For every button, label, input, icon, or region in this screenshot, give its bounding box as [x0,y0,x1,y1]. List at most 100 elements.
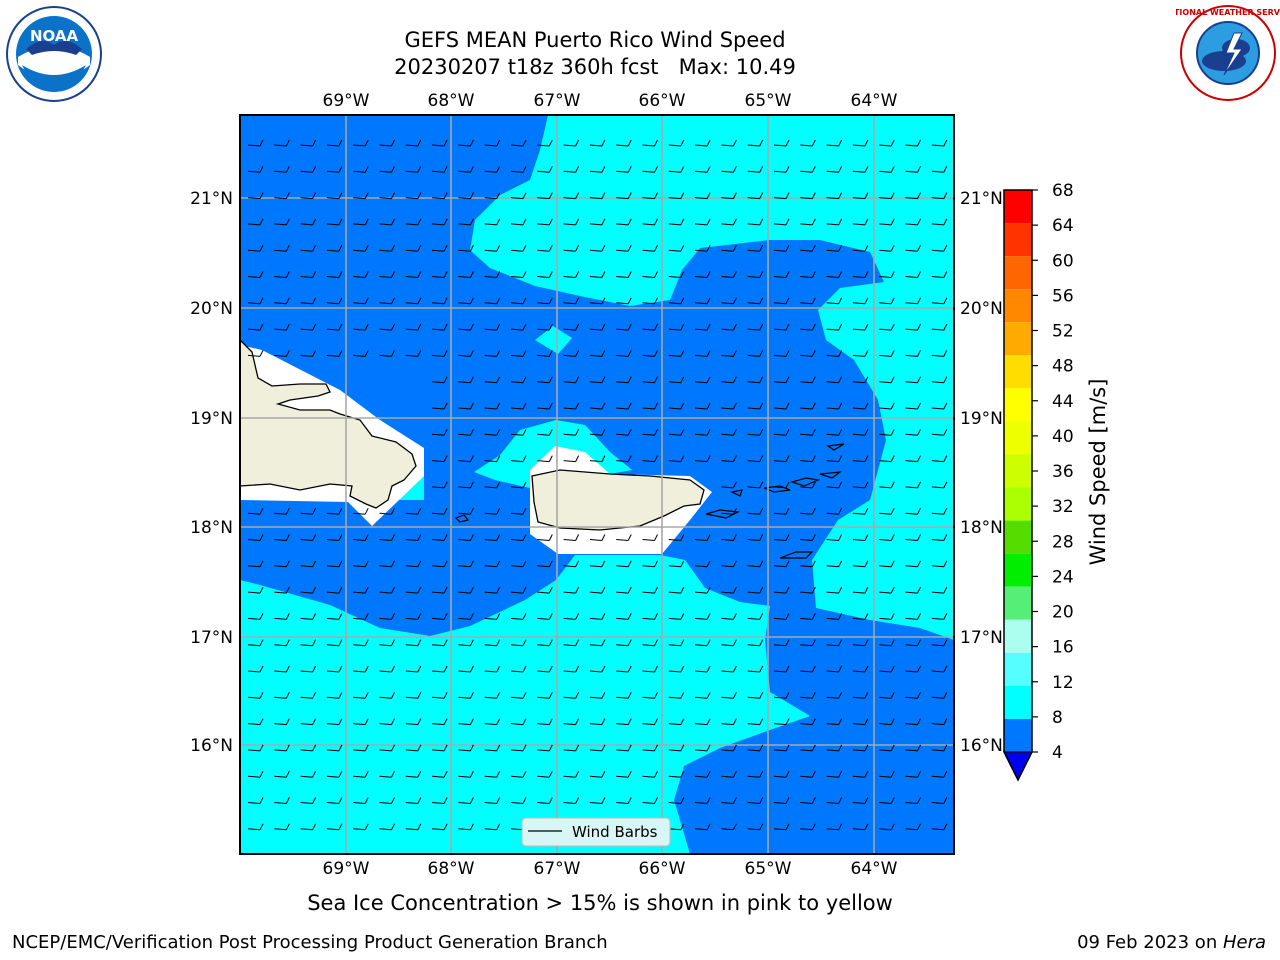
wind-barb [300,507,317,515]
wind-barb [931,560,948,568]
wind-barb [405,166,422,173]
wind-barb [931,323,948,331]
wind-barb [247,823,264,831]
wind-barb [510,770,527,778]
wind-barb [432,297,448,305]
wind-barb [300,797,317,804]
wind-barb [905,192,921,200]
wind-barb [379,770,395,778]
wind-barb [852,244,869,252]
wind-barb [800,770,816,778]
nws-logo-text: NATIONAL WEATHER SERVICE [1176,8,1280,17]
wind-barb [668,402,685,410]
wind-barb [563,560,580,568]
wind-barb [563,192,580,200]
wind-barb [826,323,843,331]
wind-barb [773,192,790,200]
wind-barb [326,507,343,515]
wind-barb [668,718,685,726]
land-puerto-rico [531,469,705,531]
wind-barb [247,534,264,541]
colorbar-segment [1004,289,1032,323]
wind-barb [326,323,343,331]
wind-barb [826,350,843,357]
wind-barb [326,744,343,752]
wind-barb [695,455,711,463]
wind-barb [642,770,658,778]
wind-barb [353,560,369,568]
colorbar-tick-label: 8 [1052,708,1063,728]
wind-barb [826,770,843,778]
wind-barb [642,718,658,726]
wind-barb [668,639,685,647]
wind-barb [616,586,632,594]
wind-barb [668,613,685,620]
colorbar-segment [1004,355,1032,389]
wind-barb [852,560,869,568]
wind-barb [695,244,711,252]
wind-band-8-12-north [470,115,954,640]
colorbar-segment [1004,520,1032,554]
wind-barb [695,271,711,278]
wind-barb [879,218,895,226]
wind-barb [721,481,737,489]
wind-barb [905,718,921,726]
wind-barb [326,192,343,200]
wind-barb [721,560,737,568]
wind-barb [458,639,474,647]
wind-barb [905,481,921,489]
wind-barb [379,560,395,568]
wind-barb [274,350,290,357]
wind-barb [747,639,764,647]
wind-barb [800,376,816,384]
wind-barb [379,639,395,647]
lat-left-label: 18°N [190,518,233,538]
wind-barb [642,218,658,226]
colorbar-segment [1004,454,1032,488]
wind-barb [773,402,790,410]
wind-barb [274,244,290,252]
wind-barb [721,139,737,147]
land-virgin-islands [730,443,845,497]
wind-barb [432,271,448,278]
wind-barb [274,323,290,331]
wind-barb [747,455,764,463]
wind-barb [721,586,737,594]
wind-barb [563,639,580,647]
colorbar-tick-label: 36 [1052,462,1074,482]
wind-barb [537,271,553,278]
wind-barb [405,507,422,515]
wind-barb [879,481,895,489]
wind-barb [642,402,658,410]
wind-barb [695,586,711,594]
lon-bottom-label: 69°W [323,859,370,879]
colorbar-tick-label: 40 [1052,427,1074,447]
wind-barb [484,297,501,305]
wind-barb [458,718,474,726]
wind-barb [484,350,501,357]
wind-barb [458,507,474,515]
wind-barb [721,402,737,410]
wind-barb [247,507,264,515]
wind-barb [589,770,606,778]
colorbar-segment [1004,586,1032,620]
wind-barb [537,244,553,252]
wind-barb [773,639,790,647]
colorbar-segment [1004,487,1032,521]
wind-barb [405,323,422,331]
wind-barb [879,350,895,357]
wind-barb [800,323,816,331]
wind-barb [773,376,790,384]
wind-barb [353,823,369,831]
wind-barb [721,534,737,541]
wind-barbs-legend: Wind Barbs [521,817,671,847]
lat-left-label: 20°N [190,299,233,319]
wind-barb [826,218,843,226]
colorbar-segment [1004,256,1032,290]
wind-barb [274,218,290,226]
wind-barb [353,744,369,752]
wind-barb [931,218,948,226]
wind-barb [510,481,527,489]
wind-barb [247,797,264,804]
wind-barb [879,534,895,541]
